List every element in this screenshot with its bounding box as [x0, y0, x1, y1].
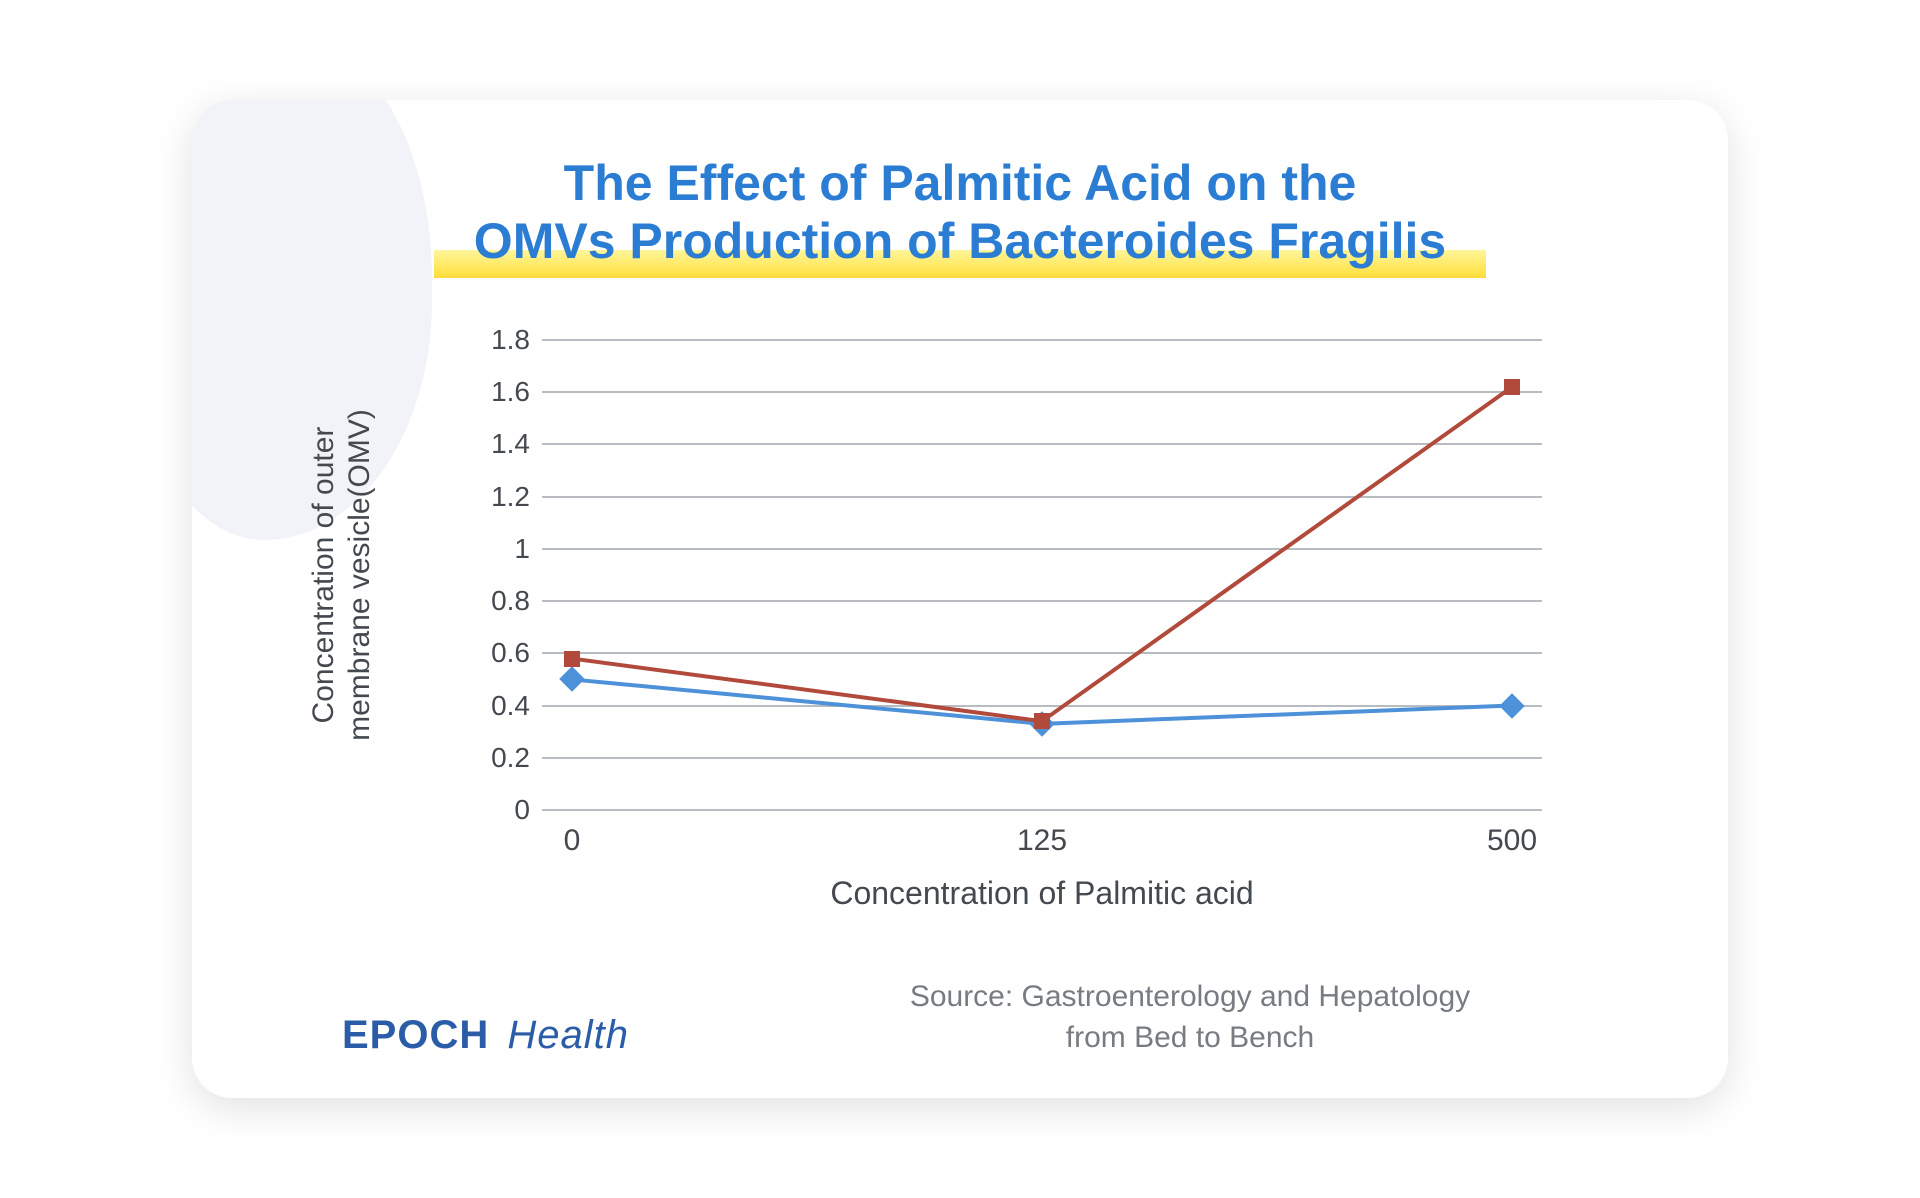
y-tick-label: 0	[514, 794, 530, 826]
brand-word-2: Health	[507, 1013, 629, 1057]
x-axis-label: Concentration of Palmitic acid	[542, 875, 1542, 912]
source-attribution: Source: Gastroenterology and Hepatology …	[752, 977, 1628, 1058]
brand-logo: EPOCH Health	[342, 1013, 629, 1058]
source-line-2: from Bed to Bench	[1066, 1021, 1314, 1054]
series-red-line	[542, 340, 1542, 810]
series-red-marker	[564, 651, 580, 667]
brand-word-1: EPOCH	[342, 1013, 489, 1057]
y-tick-label: 1.8	[491, 324, 530, 356]
y-tick-label: 0.6	[491, 637, 530, 669]
x-tick-label: 500	[1487, 824, 1537, 858]
y-axis-label: Concentration of outer membrane vesicle(…	[306, 315, 378, 835]
y-tick-label: 1.2	[491, 481, 530, 513]
y-axis-label-line2: membrane vesicle(OMV)	[343, 409, 376, 741]
y-axis-label-line1: Concentration of outer	[307, 427, 340, 724]
series-red-marker	[1504, 379, 1520, 395]
x-tick-label: 0	[564, 824, 581, 858]
card: The Effect of Palmitic Acid on the OMVs …	[192, 100, 1728, 1098]
y-tick-label: 1.4	[491, 428, 530, 460]
y-tick-label: 0.8	[491, 585, 530, 617]
chart-area: Concentration of outer membrane vesicle(…	[372, 340, 1572, 900]
series-red-marker	[1034, 713, 1050, 729]
x-tick-label: 125	[1017, 824, 1067, 858]
chart-title: The Effect of Palmitic Acid on the OMVs …	[192, 155, 1728, 270]
source-line-1: Source: Gastroenterology and Hepatology	[910, 980, 1470, 1013]
title-line-2: OMVs Production of Bacteroides Fragilis	[474, 213, 1446, 271]
y-tick-label: 1	[514, 533, 530, 565]
y-tick-label: 1.6	[491, 376, 530, 408]
title-line-1: The Effect of Palmitic Acid on the	[192, 155, 1728, 213]
y-tick-label: 0.4	[491, 690, 530, 722]
plot-region: 00.20.40.60.811.21.41.61.80125500	[542, 340, 1542, 810]
title-highlight: OMVs Production of Bacteroides Fragilis	[434, 213, 1486, 271]
y-tick-label: 0.2	[491, 742, 530, 774]
